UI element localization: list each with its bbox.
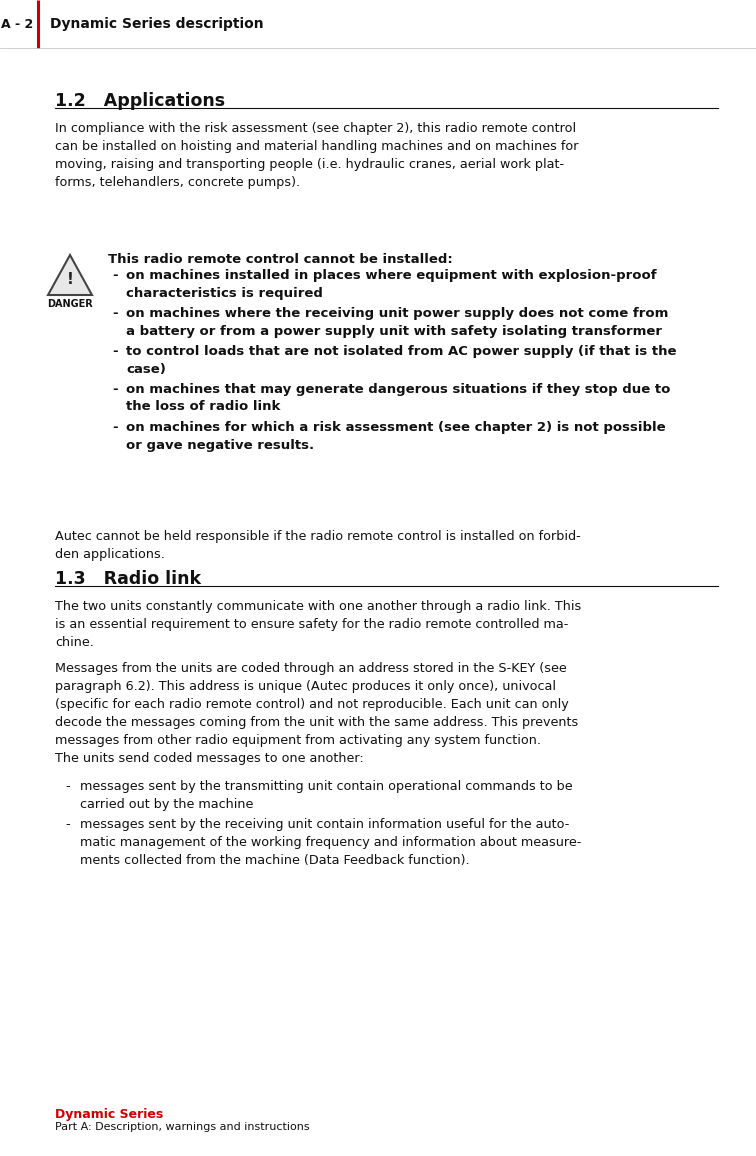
Text: Autec cannot be held responsible if the radio remote control is installed on for: Autec cannot be held responsible if the … <box>55 529 581 561</box>
Text: -: - <box>65 818 70 831</box>
Polygon shape <box>48 255 92 295</box>
Text: -: - <box>112 383 118 397</box>
Text: on machines that may generate dangerous situations if they stop due to
the loss : on machines that may generate dangerous … <box>126 383 671 414</box>
Text: 1.3   Radio link: 1.3 Radio link <box>55 570 201 588</box>
Text: messages sent by the transmitting unit contain operational commands to be
carrie: messages sent by the transmitting unit c… <box>80 780 572 812</box>
Text: Dynamic Series description: Dynamic Series description <box>50 17 264 31</box>
Text: !: ! <box>67 273 73 288</box>
Text: The two units constantly communicate with one another through a radio link. This: The two units constantly communicate wit… <box>55 600 581 649</box>
Text: on machines installed in places where equipment with explosion-proof
characteris: on machines installed in places where eq… <box>126 269 657 299</box>
Text: 1.2   Applications: 1.2 Applications <box>55 92 225 110</box>
Text: DANGER: DANGER <box>47 299 93 309</box>
Text: messages sent by the receiving unit contain information useful for the auto-
mat: messages sent by the receiving unit cont… <box>80 818 581 867</box>
Text: This radio remote control cannot be installed:: This radio remote control cannot be inst… <box>108 253 453 266</box>
Text: In compliance with the risk assessment (see chapter 2), this radio remote contro: In compliance with the risk assessment (… <box>55 123 578 188</box>
Text: on machines where the receiving unit power supply does not come from
a battery o: on machines where the receiving unit pow… <box>126 307 668 338</box>
Text: Dynamic Series: Dynamic Series <box>55 1107 163 1121</box>
Text: Part A: Description, warnings and instructions: Part A: Description, warnings and instru… <box>55 1122 310 1132</box>
Text: Messages from the units are coded through an address stored in the S-KEY (see
pa: Messages from the units are coded throug… <box>55 662 578 765</box>
Text: -: - <box>112 269 118 282</box>
Text: -: - <box>112 307 118 320</box>
Text: to control loads that are not isolated from AC power supply (if that is the
case: to control loads that are not isolated f… <box>126 344 677 376</box>
Text: -: - <box>65 780 70 793</box>
Text: on machines for which a risk assessment (see chapter 2) is not possible
or gave : on machines for which a risk assessment … <box>126 421 665 452</box>
Text: A - 2: A - 2 <box>1 17 33 30</box>
Text: -: - <box>112 344 118 358</box>
Text: -: - <box>112 421 118 434</box>
